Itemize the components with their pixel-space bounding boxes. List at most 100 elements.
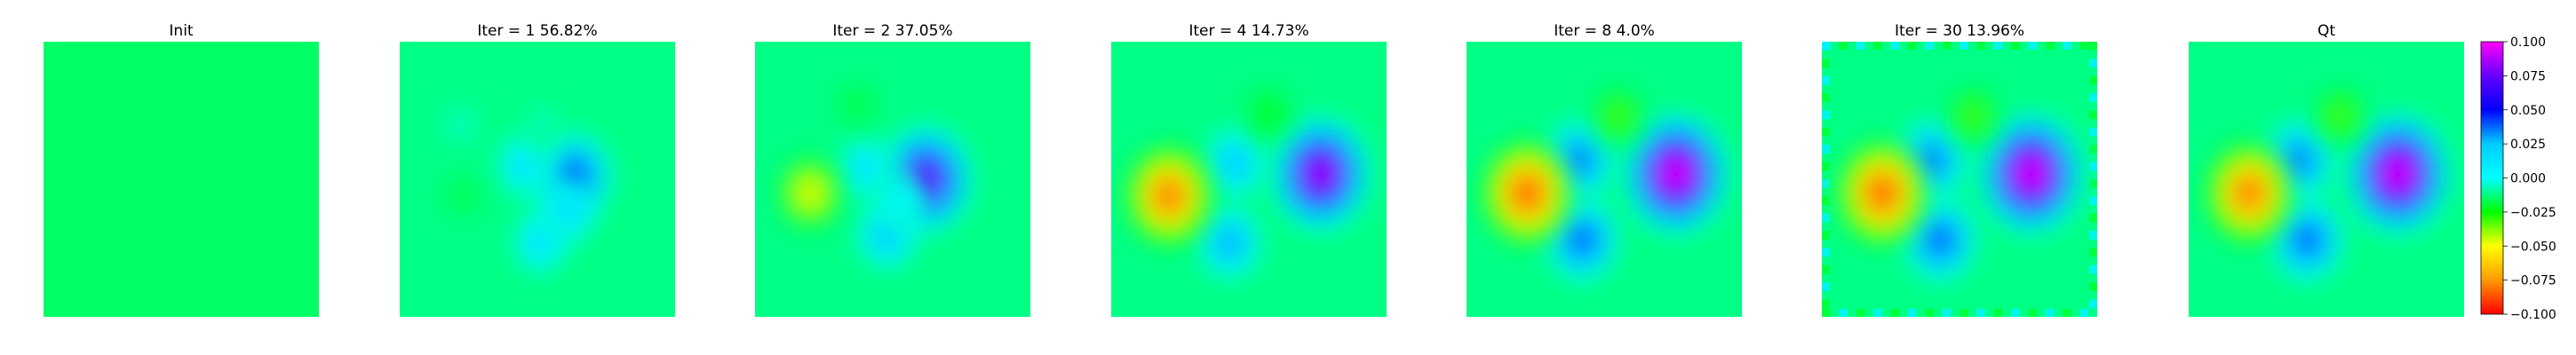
heatmap-blob bbox=[523, 101, 562, 147]
heatmap-blob bbox=[2316, 87, 2365, 145]
border-artifact bbox=[1993, 42, 2003, 50]
heatmap-blob bbox=[1128, 148, 1210, 243]
border-artifact bbox=[2089, 93, 2097, 102]
heatmap-blob bbox=[497, 134, 551, 197]
heatmap-blob bbox=[443, 172, 483, 219]
heatmap-blob bbox=[1245, 87, 1291, 139]
heatmap-blob bbox=[1949, 87, 1998, 145]
panel-title: Iter = 30 13.96% bbox=[1895, 22, 2024, 40]
border-artifact bbox=[1907, 42, 1917, 50]
border-artifact bbox=[1822, 42, 1830, 51]
heatmap-blob bbox=[1625, 114, 1727, 233]
blob-contour bbox=[853, 99, 862, 110]
border-artifact bbox=[2089, 127, 2097, 137]
panel-2: Iter = 2 37.05% bbox=[755, 22, 1030, 317]
blob-contour bbox=[2020, 162, 2042, 186]
blob-contour bbox=[1612, 110, 1624, 122]
blob-contour bbox=[1925, 152, 1939, 169]
blob-contour bbox=[1518, 183, 1536, 203]
border-artifact bbox=[1890, 309, 1900, 317]
blob-contour bbox=[1665, 162, 1687, 186]
panel-title: Qt bbox=[2318, 22, 2335, 40]
heatmap-blob bbox=[1546, 198, 1618, 282]
border-artifact bbox=[1839, 309, 1849, 317]
colorbar-tick-label: 0.100 bbox=[2510, 36, 2546, 50]
border-artifact bbox=[2089, 59, 2097, 68]
border-artifact bbox=[1942, 42, 1952, 50]
blob-contour bbox=[916, 169, 935, 190]
border-artifact bbox=[1822, 110, 1830, 120]
border-artifact bbox=[1976, 42, 1986, 50]
border-artifact bbox=[1822, 127, 1830, 137]
panel-1: Iter = 1 56.82% bbox=[400, 22, 675, 317]
border-artifact bbox=[1925, 309, 1934, 317]
blob-contour bbox=[2387, 162, 2409, 186]
heatmap-blob bbox=[780, 157, 840, 229]
blob-contour bbox=[1310, 162, 1331, 185]
border-artifact bbox=[2089, 299, 2097, 309]
border-artifact bbox=[2079, 42, 2089, 50]
blob-contour bbox=[2334, 110, 2346, 122]
border-artifact bbox=[1822, 264, 1830, 274]
colorbar-tick-label: −0.050 bbox=[2510, 240, 2556, 254]
border-artifact bbox=[1822, 231, 1830, 240]
border-artifact bbox=[2089, 282, 2097, 291]
border-artifact bbox=[1976, 309, 1986, 317]
blob-contour bbox=[804, 185, 816, 201]
heatmap-blob bbox=[1840, 144, 1925, 242]
border-artifact bbox=[1822, 213, 1830, 223]
colorbar-tick-label: −0.075 bbox=[2510, 274, 2556, 288]
panel-3: Iter = 4 14.73% bbox=[1111, 22, 1387, 317]
border-artifact bbox=[2079, 309, 2089, 317]
border-artifact bbox=[2089, 145, 2097, 154]
border-artifact bbox=[1822, 309, 1831, 317]
heatmap-background bbox=[44, 42, 319, 317]
heatmap-blob bbox=[1484, 144, 1570, 242]
border-artifact bbox=[1822, 299, 1830, 309]
colorbar-tick-label: 0.000 bbox=[2510, 172, 2546, 186]
colorbar-gradient bbox=[2480, 41, 2504, 315]
border-artifact bbox=[2028, 42, 2038, 50]
blob-contour bbox=[2300, 231, 2315, 248]
blob-contour bbox=[859, 162, 871, 175]
blob-contour bbox=[1933, 231, 1948, 248]
blob-contour bbox=[1873, 183, 1891, 203]
border-artifact bbox=[2063, 309, 2071, 317]
border-artifact bbox=[2089, 213, 2097, 223]
blob-contour bbox=[2240, 183, 2258, 203]
heatmap-blob bbox=[2271, 198, 2343, 282]
border-artifact bbox=[2089, 264, 2097, 274]
colorbar-tick-label: 0.050 bbox=[2510, 104, 2546, 118]
panel-title: Iter = 8 4.0% bbox=[1554, 22, 1655, 40]
border-artifact bbox=[1942, 309, 1952, 317]
blob-contour bbox=[538, 119, 547, 130]
blob-contour bbox=[534, 236, 546, 249]
heatmap-blob bbox=[1205, 128, 1266, 198]
border-artifact bbox=[2089, 110, 2097, 120]
border-artifact bbox=[2045, 42, 2055, 50]
border-artifact bbox=[1822, 282, 1830, 291]
heatmap-blob bbox=[836, 81, 878, 130]
blob-contour bbox=[1263, 107, 1273, 119]
border-artifact bbox=[1890, 42, 1900, 50]
border-artifact bbox=[1960, 309, 1968, 317]
blob-contour bbox=[1223, 234, 1236, 250]
panel-0: Init bbox=[44, 22, 319, 317]
colorbar-tick-label: −0.100 bbox=[2510, 308, 2556, 322]
border-artifact bbox=[1822, 179, 1830, 188]
heatmap-blob bbox=[1198, 206, 1261, 280]
border-artifact bbox=[1822, 248, 1830, 257]
blob-contour bbox=[1968, 110, 1979, 122]
border-artifact bbox=[2089, 42, 2097, 51]
heatmap-blob bbox=[1594, 87, 1642, 145]
border-artifact bbox=[1822, 145, 1830, 154]
border-artifact bbox=[1856, 42, 1865, 50]
panel-title: Init bbox=[169, 22, 194, 40]
blob-contour bbox=[895, 195, 906, 208]
border-artifact bbox=[2011, 309, 2020, 317]
border-artifact bbox=[2089, 248, 2097, 257]
panel-title: Iter = 4 14.73% bbox=[1189, 22, 1308, 40]
colorbar-tick-label: 0.075 bbox=[2510, 69, 2546, 83]
border-artifact bbox=[2089, 231, 2097, 240]
